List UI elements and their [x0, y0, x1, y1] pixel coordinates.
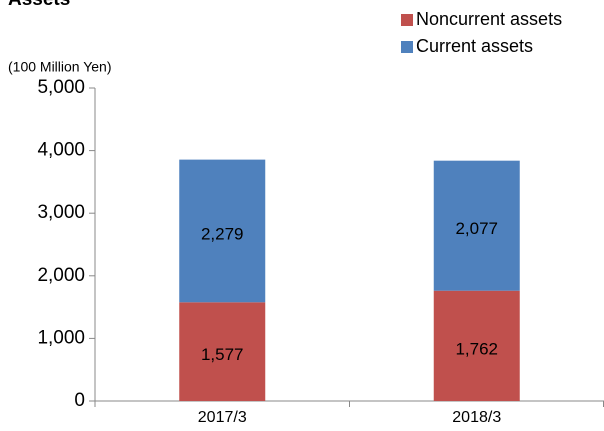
- bar-segment: [433, 160, 520, 291]
- y-tick-label: 4,000: [37, 140, 85, 161]
- data-label: 2,077: [455, 219, 498, 238]
- chart-title: Assets: [8, 0, 70, 10]
- data-label: 1,762: [455, 339, 498, 358]
- bar-segment: [433, 290, 520, 401]
- legend-swatch: [401, 41, 413, 53]
- y-tick-label: 3,000: [37, 202, 85, 223]
- y-axis-label: (100 Million Yen): [8, 59, 112, 75]
- x-tick-label: 2018/3: [452, 409, 501, 426]
- y-tick-label: 5,000: [37, 77, 85, 98]
- legend-label: Current assets: [416, 36, 533, 56]
- x-tick-label: 2017/3: [198, 409, 247, 426]
- y-tick-label: 1,000: [37, 327, 85, 348]
- bar-segment: [179, 159, 266, 303]
- data-label: 2,279: [201, 224, 244, 243]
- legend-swatch: [401, 14, 413, 26]
- y-tick-label: 0: [74, 390, 85, 411]
- legend-label: Noncurrent assets: [416, 9, 562, 29]
- bar-segment: [179, 302, 266, 401]
- data-label: 1,577: [201, 345, 244, 364]
- y-tick-label: 2,000: [37, 265, 85, 286]
